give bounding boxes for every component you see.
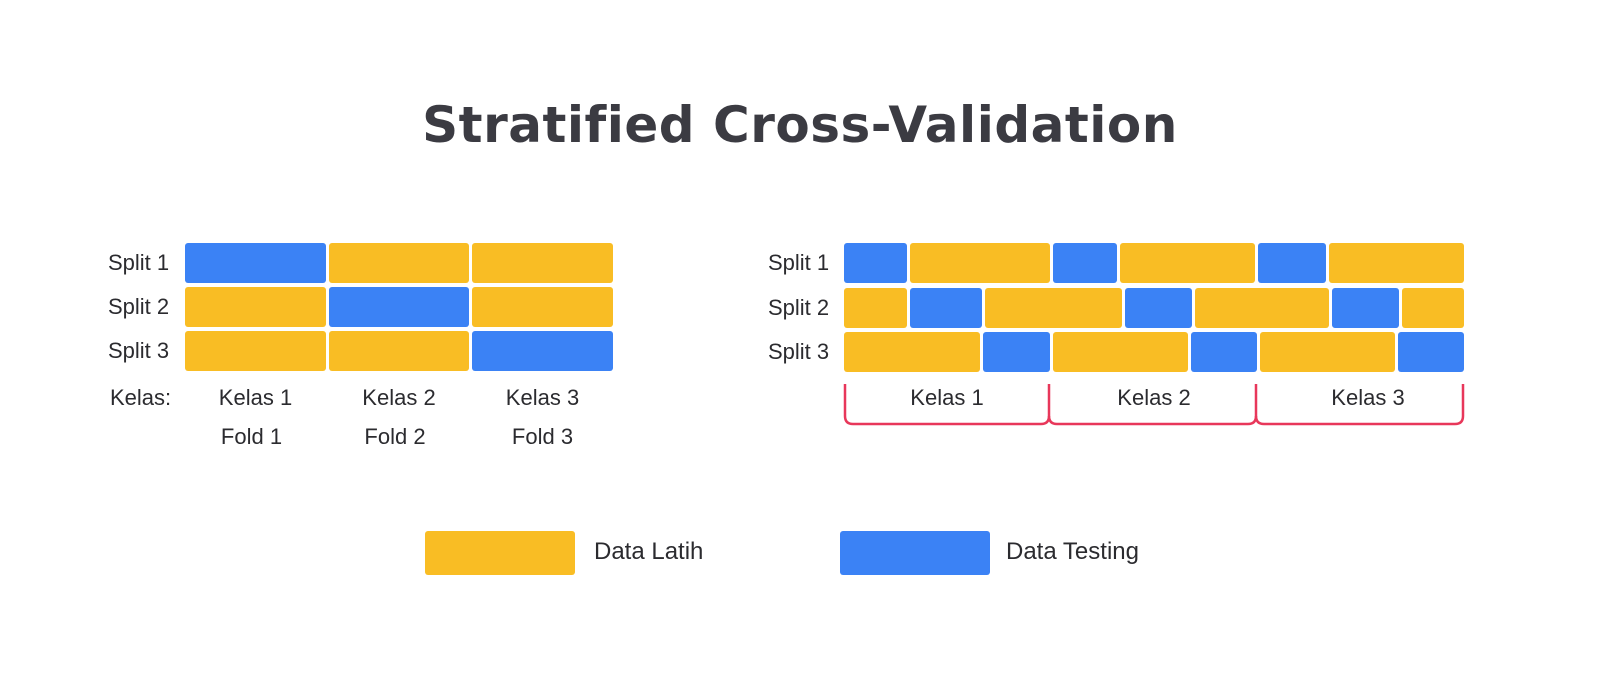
left-split-3-block-2 (329, 331, 469, 371)
legend-test-swatch (840, 531, 990, 575)
left-split-1-block-2 (329, 243, 469, 283)
right-split-1-label: Split 1 (768, 250, 830, 275)
legend-test-label: Data Testing (1006, 538, 1139, 565)
left-kelas-2-label: Kelas 2 (362, 385, 436, 410)
left-kelas-3-label: Kelas 3 (505, 385, 580, 410)
right-split-1-block-3 (1053, 243, 1117, 283)
left-split-1-label: Split 1 (108, 250, 170, 275)
left-fold-3-label: Fold 3 (511, 424, 574, 449)
right-split-2-block-6 (1332, 288, 1399, 328)
right-split-1-block-6 (1329, 243, 1464, 283)
right-split-1-block-4 (1120, 243, 1255, 283)
right-split-2-block-3 (985, 288, 1122, 328)
right-split-3-block-6 (1398, 332, 1464, 372)
kelas-3-bracket (1254, 384, 1465, 426)
right-split-2-block-4 (1125, 288, 1192, 328)
right-split-3-block-4 (1191, 332, 1257, 372)
left-split-3-label: Split 3 (108, 338, 170, 363)
left-kelas-heading: Kelas: (110, 385, 172, 410)
right-kelas-3-label: Kelas 3 (1331, 385, 1405, 410)
left-split-2-label: Split 2 (108, 294, 170, 319)
right-split-2-label: Split 2 (768, 295, 830, 320)
right-split-3-label: Split 3 (768, 339, 830, 364)
legend-train-label: Data Latih (594, 538, 704, 565)
right-split-1-block-5 (1258, 243, 1326, 283)
left-split-1-block-3 (472, 243, 613, 283)
right-split-2-block-2 (910, 288, 982, 328)
right-split-3-block-2 (983, 332, 1050, 372)
left-split-2-block-3 (472, 287, 613, 327)
diagram-title: Stratified Cross-Validation (422, 96, 1178, 154)
right-split-1-block-2 (910, 243, 1050, 283)
left-split-2-block-2 (329, 287, 469, 327)
legend-train-swatch (425, 531, 575, 575)
right-split-3-block-5 (1260, 332, 1395, 372)
left-split-1-block-1 (185, 243, 326, 283)
right-kelas-2-label: Kelas 2 (1117, 385, 1191, 410)
left-split-3-block-3 (472, 331, 613, 371)
right-split-1-block-1 (844, 243, 907, 283)
left-fold-2-label: Fold 2 (364, 424, 426, 449)
left-kelas-1-label: Kelas 1 (218, 385, 293, 410)
right-kelas-1-label: Kelas 1 (910, 385, 984, 410)
right-split-2-block-5 (1195, 288, 1329, 328)
right-split-2-block-1 (844, 288, 907, 328)
left-split-2-block-1 (185, 287, 326, 327)
left-fold-1-label: Fold 1 (220, 424, 283, 449)
right-split-2-block-7 (1402, 288, 1464, 328)
right-split-3-block-3 (1053, 332, 1188, 372)
left-split-3-block-1 (185, 331, 326, 371)
right-split-3-block-1 (844, 332, 980, 372)
